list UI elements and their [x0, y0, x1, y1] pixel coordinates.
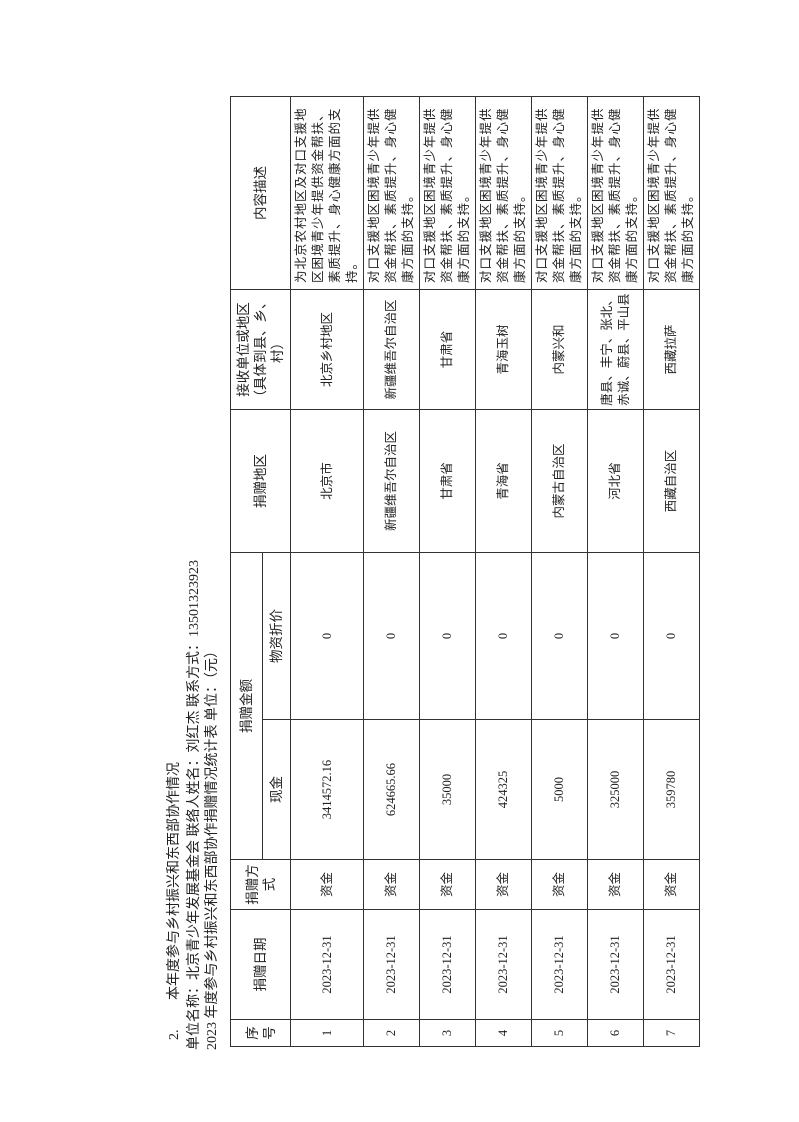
table-row: 5 2023-12-31 资金 5000 0 内蒙古自治区 内蒙兴和 对口支援地区困境青少年提…	[531, 96, 588, 1047]
cell-description: 对口支援地区困境青少年提供资金帮扶、素质提升、身心健康方面的支持。	[587, 96, 644, 290]
cell-method: 资金	[475, 859, 532, 910]
cell-recipient: 内蒙兴和	[531, 289, 588, 410]
table-row: 2 2023-12-31 资金 624665.66 0 新疆维吾尔自治区 新疆维吾尔自治区对…	[363, 96, 420, 1047]
table-row: 3 2023-12-31 资金 35000 0 甘肃省 甘肃省 对口支援地区困境青少年提供资金…	[419, 96, 476, 1047]
cell-region: 河北省	[587, 409, 644, 553]
cell-region: 甘肃省	[419, 409, 476, 553]
cell-description: 对口支援地区困境青少年提供资金帮扶、素质提升、身心健康方面的支持。	[643, 96, 700, 290]
header-index: 序号	[230, 1019, 291, 1047]
cell-index: 2	[363, 1019, 420, 1047]
cell-goods: 0	[475, 552, 532, 720]
donation-table: 序号 捐赠日期 捐赠方式 捐赠金额 捐赠地区 接收单位或地区（具体到县、乡、村）…	[230, 96, 700, 1047]
cell-date: 2023-12-31	[475, 909, 532, 1020]
table-caption: 2023 年度参与乡村振兴和东西部协作捐赠情况统计表 单位：（元）	[205, 644, 220, 1050]
cell-cash: 35000	[419, 719, 476, 860]
cell-goods: 0	[419, 552, 476, 720]
table-row: 4 2023-12-31 资金 424325 0 青海省 青海玉树 对口支援地区困境青少年提供…	[475, 96, 532, 1047]
header-amount: 捐赠金额	[230, 552, 263, 860]
cell-index: 7	[643, 1019, 700, 1047]
cell-index: 6	[587, 1019, 644, 1047]
cell-date: 2023-12-31	[363, 909, 420, 1020]
cell-cash: 325000	[587, 719, 644, 860]
section-title: 本年度参与乡村振兴和东西部协作情况	[167, 762, 182, 1000]
cell-index: 4	[475, 1019, 532, 1047]
header-date: 捐赠日期	[230, 909, 291, 1020]
cell-goods: 0	[363, 552, 420, 720]
table-row: 1 2023-12-31 资金 3414572.16 0 北京市 北京乡村地区 为北京农村地区…	[290, 96, 364, 1047]
cell-index: 1	[290, 1019, 364, 1047]
header-recipient: 接收单位或地区（具体到县、乡、村）	[230, 289, 291, 410]
header-region: 捐赠地区	[230, 409, 291, 553]
cell-recipient: 北京乡村地区	[290, 289, 364, 410]
cell-date: 2023-12-31	[643, 909, 700, 1020]
cell-description: 对口支援地区困境青少年提供资金帮扶、素质提升、身心健康方面的支持。	[531, 96, 588, 290]
cell-date: 2023-12-31	[419, 909, 476, 1020]
cell-region: 内蒙古自治区	[531, 409, 588, 553]
header-description: 内容描述	[230, 96, 291, 290]
cell-goods: 0	[290, 552, 364, 720]
cell-cash: 3414572.16	[290, 719, 364, 860]
cell-date: 2023-12-31	[290, 909, 364, 1020]
cell-method: 资金	[587, 859, 644, 910]
cell-description: 对口支援地区困境青少年提供资金帮扶、素质提升、身心健康方面的支持。	[419, 96, 476, 290]
cell-method: 资金	[419, 859, 476, 910]
cell-index: 5	[531, 1019, 588, 1047]
cell-goods: 0	[587, 552, 644, 720]
header-cash: 现金	[262, 719, 291, 860]
cell-date: 2023-12-31	[587, 909, 644, 1020]
cell-cash: 424325	[475, 719, 532, 860]
cell-date: 2023-12-31	[531, 909, 588, 1020]
cell-method: 资金	[643, 859, 700, 910]
cell-recipient: 青海玉树	[475, 289, 532, 410]
cell-description: 为北京农村地区及对口支援地区困境青少年提供资金帮扶、素质提升、身心健康方面的支持…	[290, 96, 364, 290]
cell-goods: 0	[643, 552, 700, 720]
cell-recipient: 唐县、丰宁、张北、赤诚、蔚县、平山县	[587, 289, 644, 410]
cell-cash: 624665.66	[363, 719, 420, 860]
table-row: 6 2023-12-31 资金 325000 0 河北省 唐县、丰宁、张北、赤诚、蔚县、平山…	[587, 96, 644, 1047]
header-method: 捐赠方式	[230, 859, 291, 910]
cell-recipient: 西藏拉萨	[643, 289, 700, 410]
cell-method: 资金	[531, 859, 588, 910]
cell-region: 青海省	[475, 409, 532, 553]
cell-method: 资金	[290, 859, 364, 910]
cell-recipient: 甘肃省	[419, 289, 476, 410]
cell-region: 北京市	[290, 409, 364, 553]
cell-goods: 0	[531, 552, 588, 720]
header-goods: 物资折价	[262, 552, 291, 720]
cell-region: 新疆维吾尔自治区	[363, 409, 420, 553]
cell-recipient: 新疆维吾尔自治区	[363, 289, 420, 410]
cell-method: 资金	[363, 859, 420, 910]
org-info-line: 单位名称：北京青少年发展基金会 联络人姓名：刘红杰 联系方式：135013239…	[187, 560, 202, 1050]
cell-cash: 5000	[531, 719, 588, 860]
cell-index: 3	[419, 1019, 476, 1047]
cell-cash: 359780	[643, 719, 700, 860]
section-number: 2.	[167, 1029, 182, 1041]
cell-description: 对口支援地区困境青少年提供资金帮扶、素质提升、身心健康方面的支持。	[363, 96, 420, 290]
table-row: 7 2023-12-31 资金 359780 0 西藏自治区 西藏拉萨 对口支援地区困境青少年…	[643, 96, 700, 1047]
cell-description: 对口支援地区困境青少年提供资金帮扶、素质提升、身心健康方面的支持。	[475, 96, 532, 290]
cell-region: 西藏自治区	[643, 409, 700, 553]
